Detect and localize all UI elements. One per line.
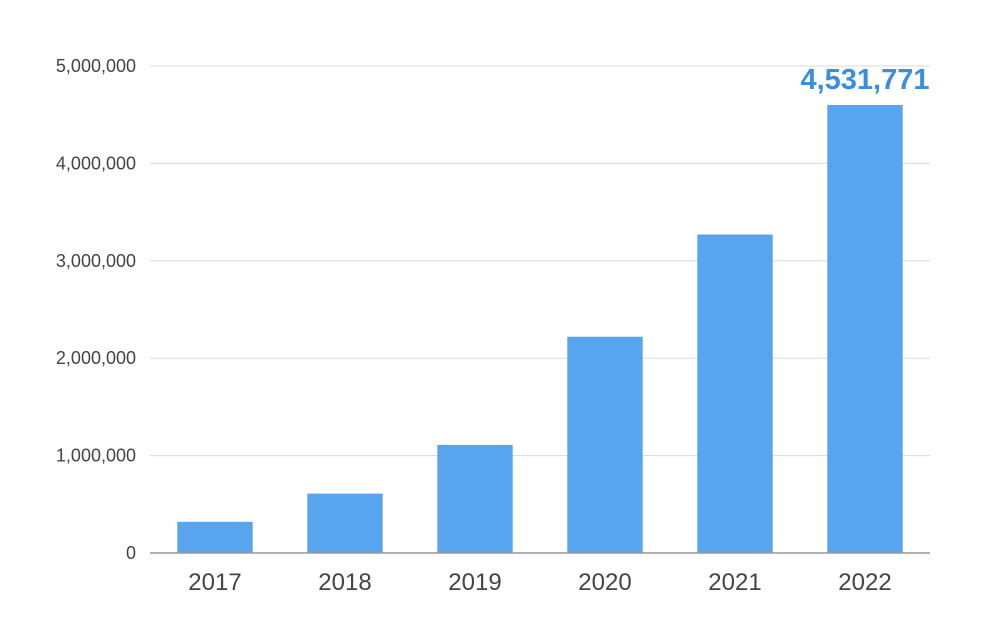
x-axis-ticks: 2017 2018 2019 2020 2021 2022 xyxy=(188,569,891,596)
bar-2018 xyxy=(307,493,383,553)
x-tick-label: 2020 xyxy=(578,569,631,596)
data-labels: 4,531,771 xyxy=(800,64,929,96)
x-tick-label: 2019 xyxy=(448,569,501,596)
x-tick-label: 2018 xyxy=(318,569,371,596)
bar-2021 xyxy=(697,234,773,553)
y-tick-label: 2,000,000 xyxy=(56,348,136,368)
bar-2020 xyxy=(567,336,643,553)
y-tick-label: 5,000,000 xyxy=(56,56,136,76)
bar-2019 xyxy=(437,444,513,553)
bar-2017 xyxy=(177,521,253,553)
gridlines xyxy=(150,65,930,457)
x-tick-label: 2022 xyxy=(838,569,891,596)
y-tick-label: 3,000,000 xyxy=(56,251,136,271)
y-tick-label: 4,000,000 xyxy=(56,153,136,173)
y-tick-label: 1,000,000 xyxy=(56,446,136,466)
y-tick-label: 0 xyxy=(126,543,136,563)
y-axis-ticks: 0 1,000,000 2,000,000 3,000,000 4,000,000 5,0… xyxy=(56,56,136,563)
x-tick-label: 2021 xyxy=(708,569,761,596)
bars xyxy=(177,104,903,554)
bar-2022 xyxy=(827,104,903,554)
x-tick-label: 2017 xyxy=(188,569,241,596)
data-label-2022: 4,531,771 xyxy=(800,64,929,96)
